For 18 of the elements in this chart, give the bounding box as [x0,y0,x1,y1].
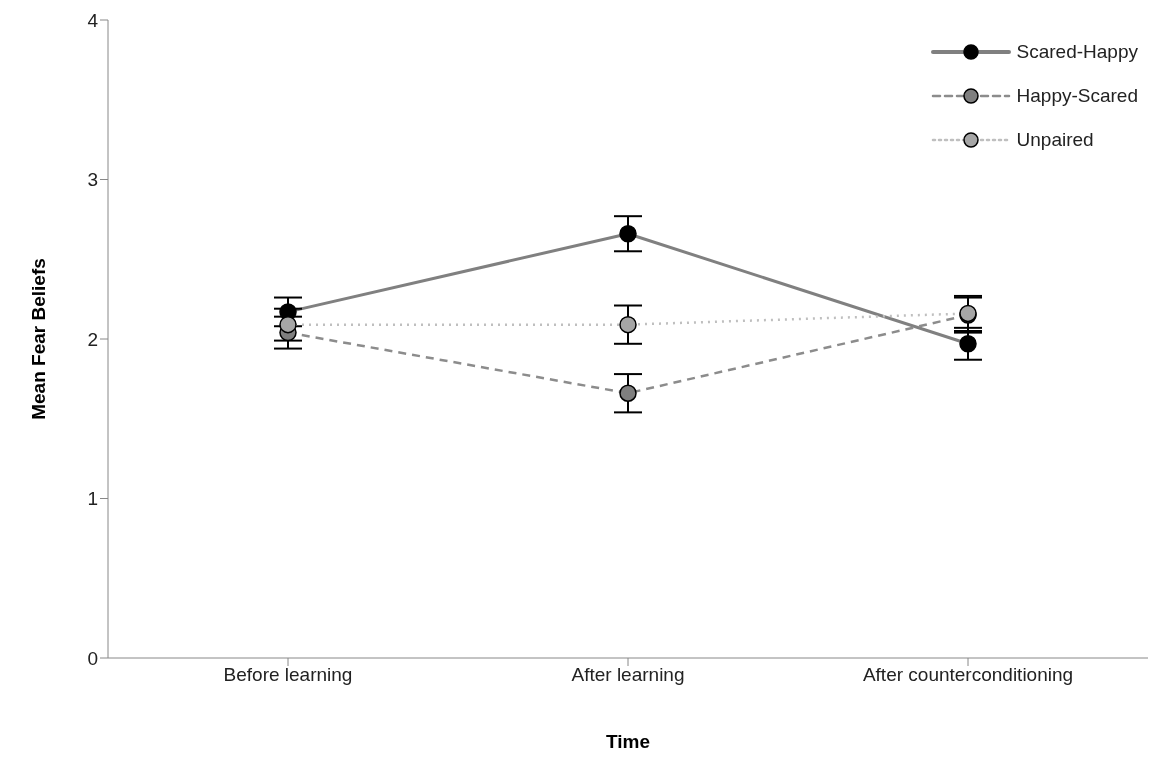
y-tick-label: 1 [87,488,98,510]
point [619,224,637,243]
point [959,335,977,353]
x-axis-title: Time [605,731,651,752]
legend-label: Scared-Happy [1016,41,1138,63]
y-tick-label: 3 [87,169,98,191]
x-tick-label: After learning [571,664,685,686]
point [619,315,637,334]
point [619,384,637,402]
x-tick-label: Before learning [223,664,353,686]
y-axis-title: Mean Fear Beliefs [27,258,49,420]
y-tick-label: 4 [87,9,99,31]
point [279,315,297,334]
legend-label: Happy-Scared [1016,85,1138,107]
x-tick-label: After counterconditioning [862,664,1074,686]
legend-label: Unpaired [1016,129,1094,151]
y-tick-label: 2 [87,328,98,350]
y-tick-label: 0 [87,647,98,669]
